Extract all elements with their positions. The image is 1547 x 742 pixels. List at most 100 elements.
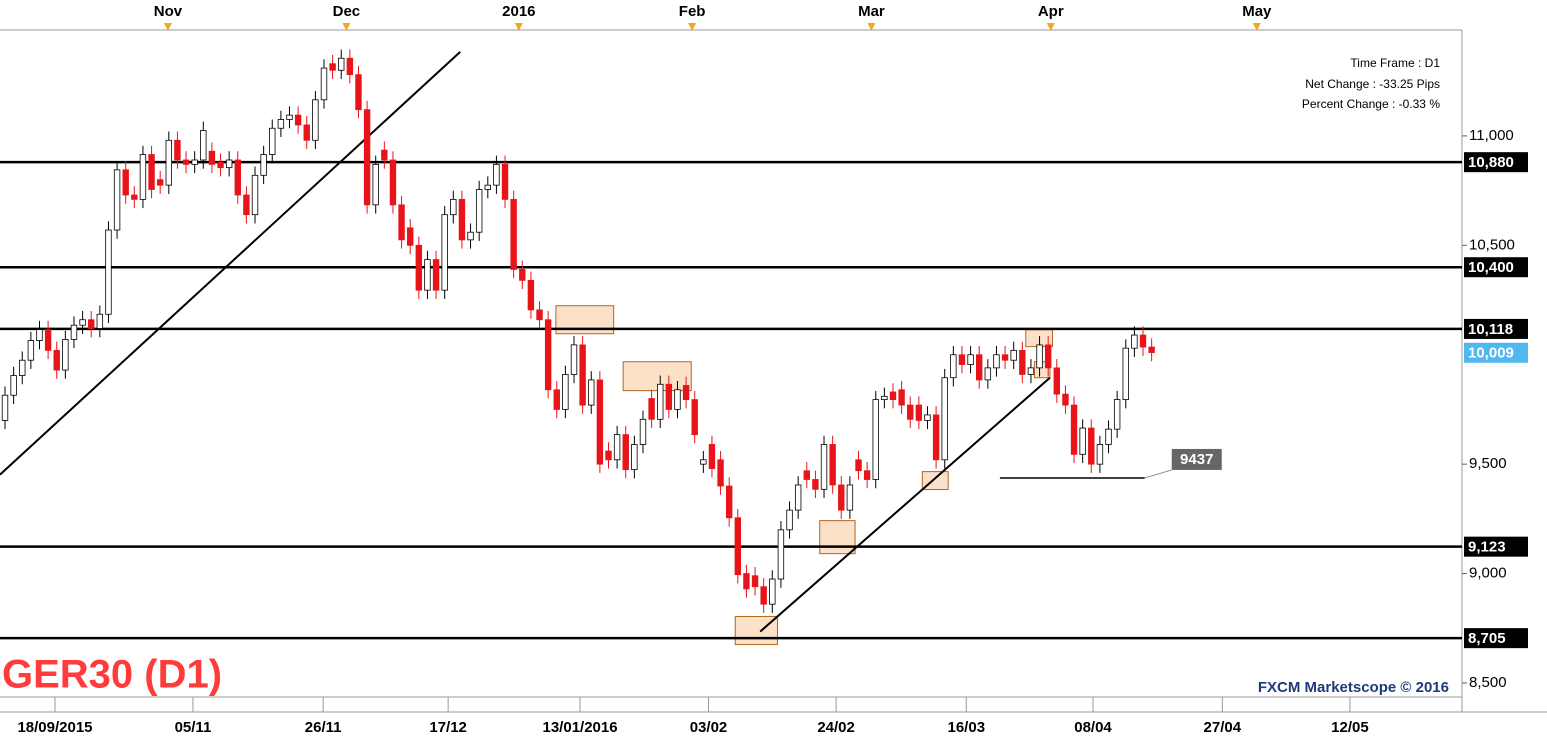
candle-body xyxy=(424,259,431,291)
candle-body xyxy=(286,114,293,120)
candle-body xyxy=(691,399,698,436)
y-tick-label: 10,500 xyxy=(1469,236,1515,253)
candle-body xyxy=(1001,354,1009,361)
candle-body xyxy=(381,149,388,161)
candle-body xyxy=(1131,334,1138,349)
x-tick-label: 27/04 xyxy=(1204,719,1242,736)
candle-body xyxy=(898,389,905,406)
candle-body xyxy=(829,444,836,486)
candle-body xyxy=(881,395,888,401)
candle-body xyxy=(794,484,802,511)
candle-body xyxy=(312,99,319,141)
lines: 9437 xyxy=(0,51,1462,640)
month-marker xyxy=(514,23,523,31)
candle-body xyxy=(1062,393,1069,406)
x-tick-label: 18/09/2015 xyxy=(17,719,92,736)
candle-body xyxy=(562,374,569,410)
y-tick-label: 8,500 xyxy=(1469,674,1507,691)
candle-body xyxy=(217,161,224,169)
annotation-box xyxy=(1171,448,1222,470)
candle-body xyxy=(174,139,181,161)
zones xyxy=(555,305,1053,645)
candle-body xyxy=(475,189,483,233)
candle-body xyxy=(889,391,897,401)
axes: 8,500 9,000 9,500 10,500 11,000 18/09/2015 05/… xyxy=(17,3,1528,736)
candle-body xyxy=(1113,399,1121,430)
candle-body xyxy=(674,389,681,410)
candle-body xyxy=(277,119,285,129)
candle-body xyxy=(1088,427,1095,465)
candle-body xyxy=(553,389,560,410)
candle-body xyxy=(165,139,173,186)
candle-body xyxy=(493,163,500,186)
candle-body xyxy=(1036,344,1043,369)
annotation-connector xyxy=(1144,469,1172,479)
x-tick-label: 13/01/2016 xyxy=(543,719,618,736)
month-marker xyxy=(867,23,876,31)
candle-body xyxy=(105,229,112,315)
candle-body xyxy=(588,379,595,406)
candle-body xyxy=(329,63,336,71)
candle-body xyxy=(458,198,466,241)
candle-body xyxy=(1122,347,1129,401)
candle-body xyxy=(820,444,828,490)
month-label: May xyxy=(1242,3,1272,20)
candle-body xyxy=(941,377,948,461)
x-tick-label: 03/02 xyxy=(690,719,728,736)
x-tick-label: 12/05 xyxy=(1331,719,1369,736)
level-box xyxy=(1464,318,1528,339)
y-tick-label: 9,500 xyxy=(1469,455,1507,472)
candle-body xyxy=(70,324,78,340)
candle-body xyxy=(1027,367,1035,375)
candle-body xyxy=(1044,344,1052,369)
candle-body xyxy=(544,319,552,391)
month-label: Dec xyxy=(333,3,361,20)
trendline xyxy=(759,376,1051,633)
candle-body xyxy=(243,194,250,216)
candle-body xyxy=(338,57,345,71)
candle-body xyxy=(62,339,69,371)
candle-body xyxy=(682,384,690,401)
candle-body xyxy=(725,485,733,519)
candle-body xyxy=(19,359,26,376)
candle-body xyxy=(863,470,871,480)
x-tick-label: 26/11 xyxy=(305,719,342,736)
candle-body xyxy=(751,575,759,588)
candle-body xyxy=(657,383,664,420)
candle-body xyxy=(441,214,448,291)
candle-body xyxy=(1139,334,1147,348)
candle-body xyxy=(665,383,673,410)
candle-body xyxy=(484,184,491,190)
candle-body xyxy=(950,354,957,379)
candle-body xyxy=(786,509,793,531)
candle-body xyxy=(743,573,750,590)
candle-body xyxy=(355,74,362,111)
info-text: Time Frame : D1 xyxy=(1350,56,1440,70)
candle-body xyxy=(855,459,862,472)
month-marker xyxy=(1252,23,1261,31)
candle-body xyxy=(932,414,940,461)
last-price-box xyxy=(1464,342,1528,363)
zone xyxy=(819,520,856,555)
zone xyxy=(734,615,778,645)
candle-body xyxy=(432,259,440,291)
candle-body xyxy=(200,130,207,161)
candle-body xyxy=(510,198,517,270)
candle-body xyxy=(269,127,276,155)
candle-body xyxy=(113,169,121,231)
candle-body xyxy=(613,434,621,461)
candle-body xyxy=(924,414,931,421)
x-tick-label: 24/02 xyxy=(817,719,855,736)
trendline xyxy=(0,51,461,476)
level-box xyxy=(1464,536,1528,557)
level-box xyxy=(1464,628,1528,649)
candle-body xyxy=(156,179,164,186)
candle-body xyxy=(907,404,914,420)
candle-body xyxy=(398,204,405,241)
level-label: 10,400 xyxy=(1468,259,1514,276)
y-tick-label: 11,000 xyxy=(1469,127,1514,144)
candle-body xyxy=(234,159,241,196)
month-label: Apr xyxy=(1038,3,1064,20)
candle-body xyxy=(1079,427,1086,455)
